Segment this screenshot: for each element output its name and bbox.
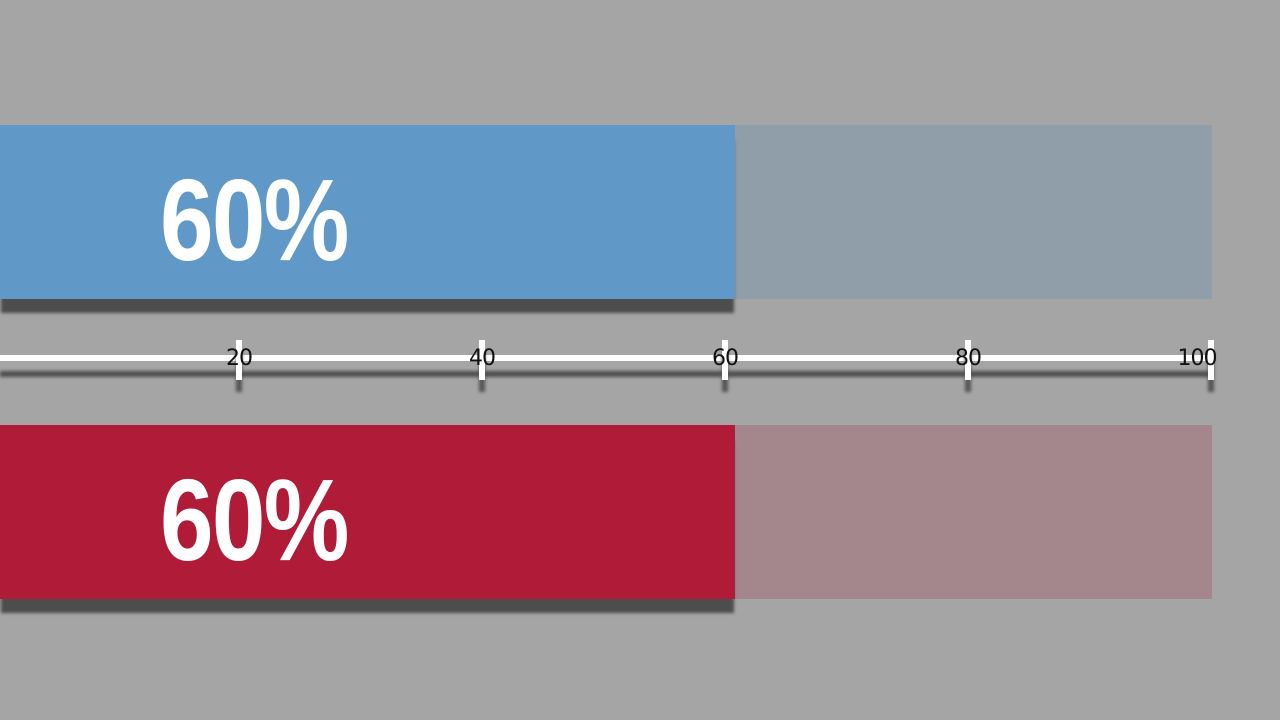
bar-label-red: 60% [160, 455, 349, 585]
tick-label: 60 [712, 346, 739, 371]
bar-fill-red [0, 425, 735, 599]
tick-label: 100 [1177, 346, 1218, 371]
x-axis-line [0, 355, 1212, 361]
bar-label-blue: 60% [160, 155, 349, 285]
tick-mark [1208, 340, 1214, 380]
tick-label: 20 [226, 346, 253, 371]
tick-mark [236, 340, 242, 380]
tick-label: 80 [955, 346, 982, 371]
tick-mark [965, 340, 971, 380]
tick-mark [479, 340, 485, 380]
tick-label: 40 [469, 346, 496, 371]
tick-mark [722, 340, 728, 380]
bar-fill-blue [0, 125, 735, 299]
